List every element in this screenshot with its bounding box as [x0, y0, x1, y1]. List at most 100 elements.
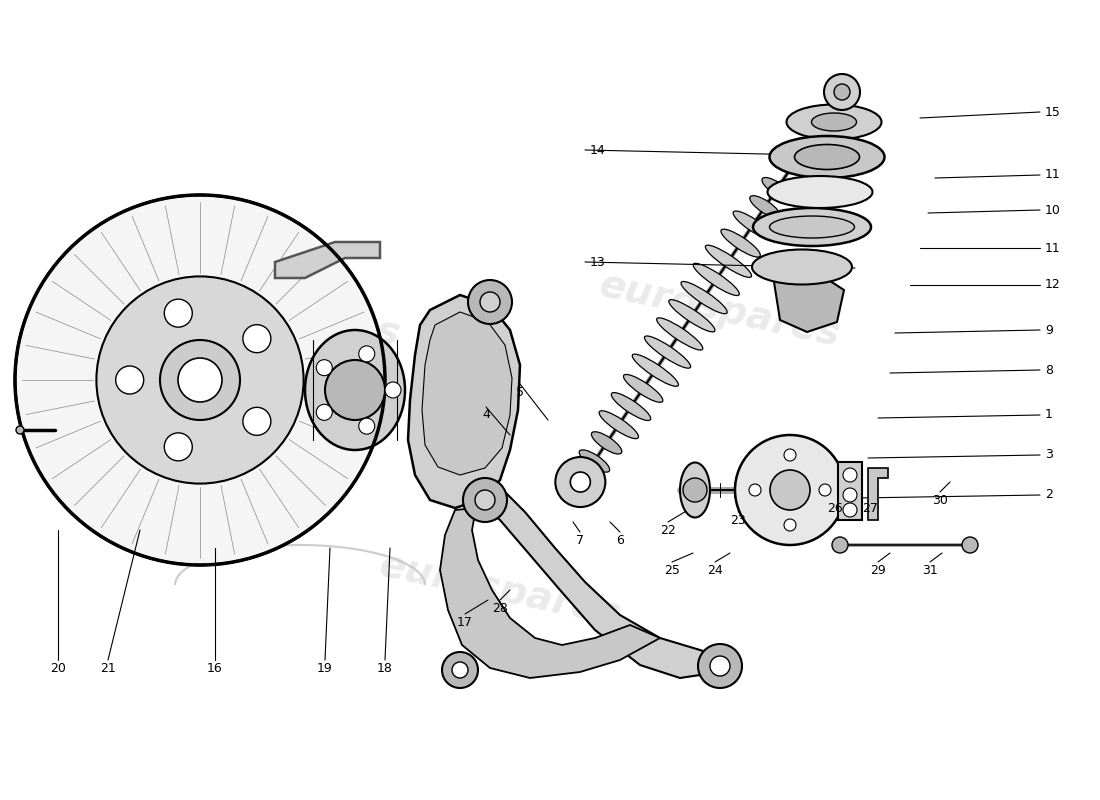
- Circle shape: [97, 276, 304, 483]
- Circle shape: [480, 292, 501, 312]
- Circle shape: [164, 433, 192, 461]
- Circle shape: [317, 360, 332, 376]
- Text: 1: 1: [1045, 409, 1053, 422]
- Text: eurospares: eurospares: [376, 546, 624, 634]
- Ellipse shape: [770, 216, 855, 238]
- Circle shape: [178, 358, 222, 402]
- Text: eurospares: eurospares: [156, 266, 404, 354]
- Circle shape: [784, 519, 796, 531]
- Polygon shape: [275, 242, 380, 278]
- Polygon shape: [422, 312, 512, 475]
- Ellipse shape: [592, 432, 622, 454]
- Text: 4: 4: [482, 409, 490, 422]
- Ellipse shape: [812, 113, 857, 131]
- Circle shape: [16, 426, 24, 434]
- Text: 27: 27: [862, 502, 878, 514]
- Text: 10: 10: [1045, 203, 1060, 217]
- Ellipse shape: [693, 263, 739, 295]
- Circle shape: [698, 644, 742, 688]
- Text: 17: 17: [458, 615, 473, 629]
- Circle shape: [820, 484, 830, 496]
- Circle shape: [784, 449, 796, 461]
- Circle shape: [843, 468, 857, 482]
- Ellipse shape: [794, 145, 859, 170]
- Ellipse shape: [600, 410, 638, 438]
- Circle shape: [243, 325, 271, 353]
- Ellipse shape: [669, 300, 715, 332]
- Circle shape: [735, 435, 845, 545]
- Text: 20: 20: [51, 662, 66, 674]
- Text: 24: 24: [707, 563, 723, 577]
- Text: 21: 21: [100, 662, 116, 674]
- Circle shape: [683, 478, 707, 502]
- Text: 3: 3: [1045, 449, 1053, 462]
- Circle shape: [570, 472, 591, 492]
- Circle shape: [710, 656, 730, 676]
- Text: 19: 19: [317, 662, 333, 674]
- Circle shape: [452, 662, 468, 678]
- Circle shape: [832, 537, 848, 553]
- Ellipse shape: [624, 374, 663, 402]
- Polygon shape: [868, 468, 888, 520]
- Text: 12: 12: [1045, 278, 1060, 291]
- Ellipse shape: [770, 136, 884, 178]
- Circle shape: [463, 478, 507, 522]
- Ellipse shape: [733, 211, 772, 239]
- Text: 25: 25: [664, 563, 680, 577]
- Circle shape: [442, 652, 478, 688]
- Text: 13: 13: [590, 255, 606, 269]
- Ellipse shape: [768, 176, 872, 208]
- Circle shape: [749, 484, 761, 496]
- Ellipse shape: [580, 450, 609, 472]
- Polygon shape: [408, 295, 520, 508]
- Text: 29: 29: [870, 563, 886, 577]
- Polygon shape: [774, 270, 844, 332]
- Ellipse shape: [657, 318, 703, 350]
- Text: 30: 30: [932, 494, 948, 506]
- Ellipse shape: [762, 178, 792, 200]
- Text: 15: 15: [1045, 106, 1060, 118]
- Ellipse shape: [705, 245, 751, 278]
- Ellipse shape: [645, 336, 691, 368]
- Text: 9: 9: [1045, 323, 1053, 337]
- Text: 31: 31: [922, 563, 938, 577]
- Text: 7: 7: [576, 534, 584, 546]
- Ellipse shape: [680, 462, 710, 518]
- Ellipse shape: [720, 229, 760, 257]
- Text: 23: 23: [730, 514, 746, 526]
- Circle shape: [15, 195, 385, 565]
- Ellipse shape: [305, 330, 405, 450]
- Circle shape: [160, 340, 240, 420]
- Circle shape: [116, 366, 144, 394]
- Circle shape: [359, 346, 375, 362]
- Text: 11: 11: [1045, 169, 1060, 182]
- Text: 22: 22: [660, 523, 675, 537]
- Text: eurospares: eurospares: [596, 266, 844, 354]
- Circle shape: [770, 470, 810, 510]
- Text: 8: 8: [1045, 363, 1053, 377]
- Circle shape: [824, 74, 860, 110]
- Text: 18: 18: [377, 662, 393, 674]
- Text: 28: 28: [492, 602, 508, 614]
- Ellipse shape: [681, 282, 727, 314]
- Circle shape: [843, 503, 857, 517]
- Ellipse shape: [786, 105, 881, 139]
- Text: 14: 14: [590, 143, 606, 157]
- Circle shape: [243, 407, 271, 435]
- Text: 6: 6: [616, 534, 624, 546]
- Text: 26: 26: [827, 502, 843, 514]
- Circle shape: [468, 280, 512, 324]
- Polygon shape: [838, 462, 862, 520]
- Circle shape: [843, 488, 857, 502]
- Ellipse shape: [750, 196, 780, 218]
- Circle shape: [324, 360, 385, 420]
- Ellipse shape: [754, 208, 871, 246]
- Circle shape: [359, 418, 375, 434]
- Polygon shape: [468, 482, 730, 678]
- Circle shape: [962, 537, 978, 553]
- Ellipse shape: [752, 250, 852, 285]
- Text: 16: 16: [207, 662, 223, 674]
- Ellipse shape: [612, 393, 651, 421]
- Circle shape: [164, 299, 192, 327]
- Ellipse shape: [632, 354, 679, 386]
